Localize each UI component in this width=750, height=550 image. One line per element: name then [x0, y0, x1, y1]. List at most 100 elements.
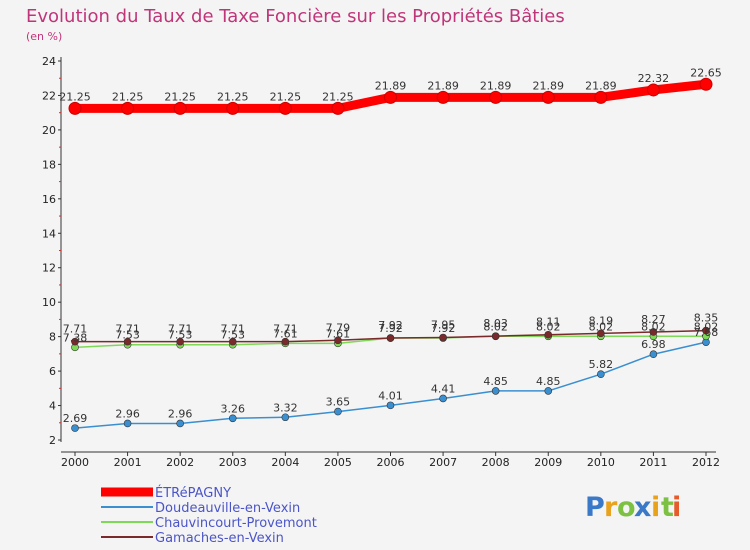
data-label: 8.02 [694, 320, 719, 333]
y-tick-label: 12 [42, 262, 56, 275]
x-tick-label: 2003 [219, 456, 247, 469]
data-label: 21.89 [480, 79, 512, 92]
brand-letter: t [661, 492, 674, 523]
data-label: 4.85 [536, 375, 561, 388]
data-label: 6.98 [641, 338, 666, 351]
data-point [331, 101, 345, 115]
data-point [439, 394, 447, 403]
data-label: 7.95 [431, 318, 456, 331]
data-point [71, 424, 79, 432]
brand-letter: o [617, 492, 636, 523]
data-label: 7.53 [115, 329, 140, 342]
data-point [176, 419, 184, 428]
x-tick-label: 2011 [639, 456, 667, 469]
data-point [386, 401, 395, 410]
y-tick-label: 24 [42, 55, 56, 68]
data-point [334, 336, 342, 345]
data-point [121, 101, 135, 115]
data-label: 7.61 [326, 327, 351, 340]
legend-entry: Gamaches-en-Vexin [155, 531, 284, 546]
data-label: 4.41 [431, 382, 456, 395]
x-tick-label: 2012 [692, 456, 720, 469]
data-label: 21.89 [375, 79, 407, 92]
data-label: 21.25 [217, 90, 249, 103]
data-point [176, 337, 184, 346]
data-label: 7.71 [63, 323, 88, 336]
data-label: 7.71 [273, 323, 298, 336]
data-label: 8.02 [536, 320, 561, 333]
data-label: 8.03 [483, 317, 508, 330]
y-tick-label: 10 [42, 296, 56, 309]
data-point [278, 101, 292, 115]
y-tick-label: 16 [42, 193, 56, 206]
data-label: 7.38 [63, 331, 88, 344]
data-point [123, 337, 132, 346]
data-label: 2.96 [168, 407, 193, 420]
data-point [489, 90, 503, 104]
data-point [123, 419, 132, 428]
y-tick-label: 20 [42, 124, 56, 137]
data-label: 7.53 [221, 329, 246, 342]
data-label: 8.27 [641, 313, 666, 326]
data-label: 21.25 [112, 90, 144, 103]
brand-letter: i [651, 492, 660, 523]
data-label: 3.32 [273, 401, 298, 414]
x-tick-label: 2010 [587, 456, 615, 469]
data-label: 4.01 [378, 389, 403, 402]
data-label: 8.19 [589, 314, 614, 327]
data-label: 7.71 [115, 323, 140, 336]
data-label: 3.26 [221, 402, 246, 415]
x-tick-label: 2001 [114, 456, 142, 469]
y-tick-label: 18 [42, 158, 56, 171]
data-point [386, 334, 395, 342]
y-tick-label: 22 [42, 89, 56, 102]
data-point [228, 414, 237, 423]
data-label: 21.25 [59, 90, 91, 103]
data-point [649, 328, 658, 336]
data-label: 7.53 [168, 329, 193, 342]
data-label: 7.68 [694, 326, 719, 339]
data-label: 7.71 [221, 323, 246, 336]
chart-subtitle: (en %) [26, 30, 62, 43]
data-label: 21.25 [164, 90, 196, 103]
data-label: 7.79 [326, 321, 351, 334]
y-tick-label: 8 [49, 331, 56, 344]
x-tick-label: 2008 [482, 456, 510, 469]
data-labels: 21.25 21.25 21.25 21.25 21.25 21.25 21.89 21.89… [59, 66, 722, 425]
data-label: 7.92 [378, 322, 403, 335]
x-tick-label: 2004 [271, 456, 299, 469]
series-lines [68, 77, 713, 432]
data-point [334, 407, 342, 416]
data-point [436, 90, 450, 104]
data-point [544, 330, 553, 339]
x-tick-label: 2000 [61, 456, 89, 469]
data-point [597, 329, 605, 338]
data-point [173, 101, 187, 115]
data-label: 7.92 [378, 319, 403, 332]
y-tick-label: 4 [49, 400, 56, 413]
data-label: 3.65 [326, 396, 351, 409]
x-tick-label: 2006 [377, 456, 405, 469]
data-point [384, 90, 397, 104]
data-label: 21.89 [427, 79, 459, 92]
data-point [226, 101, 240, 115]
brand-letter: x [634, 492, 651, 523]
data-point [281, 413, 290, 422]
legend-entry: Chauvincourt-Provemont [155, 516, 317, 531]
data-point [541, 90, 555, 104]
data-label: 22.65 [690, 66, 722, 79]
x-tick-label: 2002 [166, 456, 194, 469]
data-point [702, 326, 710, 335]
brand-letter: r [604, 492, 618, 523]
data-point [71, 337, 79, 346]
data-label: 21.89 [533, 79, 565, 92]
data-label: 8.02 [589, 320, 614, 333]
x-tick-label: 2009 [534, 456, 562, 469]
data-label: 21.25 [322, 90, 354, 103]
data-label: 7.61 [273, 327, 298, 340]
legend: ÉTRéPAGNYDoudeauville-en-VexinChauvincou… [101, 485, 317, 546]
data-label: 8.02 [483, 320, 508, 333]
legend-entry: Doudeauville-en-Vexin [155, 501, 300, 516]
